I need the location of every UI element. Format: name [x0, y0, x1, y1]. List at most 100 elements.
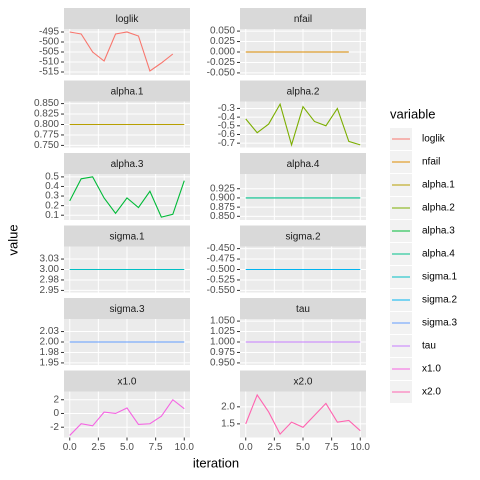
strip-label: tau [296, 304, 310, 315]
strip [240, 225, 366, 247]
x-axis-title: iteration [193, 455, 239, 470]
strip [240, 8, 366, 29]
x-tick-label: 10.0 [175, 442, 195, 453]
y-tick-label: 0.950 [210, 358, 235, 369]
x-tick-label: 0.0 [239, 442, 253, 453]
strip-label: x1.0 [118, 377, 137, 388]
y-tick-label: -0.475 [207, 254, 236, 265]
y-tick-label: -0.7 [218, 138, 236, 149]
strip-label: alpha.1 [111, 87, 144, 98]
strip-label: nfail [294, 14, 312, 25]
y-tick-label: 0.800 [34, 119, 59, 130]
legend-label: loglik [422, 134, 446, 145]
y-tick-label: -510 [39, 57, 59, 68]
legend-label: sigma.3 [422, 318, 457, 329]
y-tick-label: 0.1 [45, 210, 59, 221]
y-tick-label: -0.6 [218, 129, 236, 140]
strip-label: sigma.3 [109, 304, 144, 315]
x-tick-label: 0.0 [63, 442, 77, 453]
y-tick-label: 0.775 [34, 130, 59, 141]
strip-label: loglik [116, 14, 140, 25]
y-tick-label: -0.025 [207, 57, 236, 68]
y-tick-label: 3.00 [40, 264, 60, 275]
legend-label: alpha.2 [422, 203, 455, 214]
x-tick-label: 2.5 [267, 442, 281, 453]
y-tick-label: -0.500 [207, 264, 236, 275]
legend-label: sigma.2 [422, 295, 457, 306]
legend-label: tau [422, 341, 436, 352]
y-tick-label: -0.4 [218, 112, 236, 123]
y-tick-label: -2 [50, 422, 59, 433]
x-tick-label: 2.5 [91, 442, 105, 453]
y-tick-label: 2.03 [40, 326, 60, 337]
y-tick-label: 0.900 [210, 193, 235, 204]
y-axis-title: value [5, 224, 20, 255]
legend-label: alpha.3 [422, 226, 455, 237]
y-tick-label: 0.3 [45, 191, 59, 202]
y-tick-label: 2.0 [221, 401, 235, 412]
x-tick-label: 7.5 [149, 442, 163, 453]
x-tick-label: 7.5 [325, 442, 339, 453]
y-tick-label: 1.98 [40, 347, 60, 358]
y-tick-label: 0.000 [210, 47, 235, 58]
x-tick-label: 5.0 [120, 442, 134, 453]
strip-label: sigma.2 [285, 232, 320, 243]
line [245, 393, 361, 436]
legend-title: variable [390, 106, 436, 121]
y-tick-label: 0.750 [34, 140, 59, 151]
legend-label: sigma.1 [422, 272, 457, 283]
y-tick-label: 0.5 [45, 172, 59, 183]
y-tick-label: 2.98 [40, 275, 60, 286]
strip [240, 153, 366, 174]
strip [240, 80, 366, 102]
y-tick-label: -0.5 [218, 120, 236, 131]
strip-label: alpha.3 [111, 159, 144, 170]
y-tick-label: 1.5 [221, 419, 235, 430]
strip [240, 298, 366, 319]
y-tick-label: -0.450 [207, 243, 236, 254]
strip [240, 370, 366, 392]
y-tick-label: -515 [39, 67, 59, 78]
strip [64, 370, 190, 392]
y-tick-label: 0.4 [45, 181, 59, 192]
strip-label: alpha.4 [287, 159, 320, 170]
strip [64, 80, 190, 102]
strip [64, 153, 190, 174]
legend-label: nfail [422, 157, 440, 168]
line [245, 102, 361, 147]
y-tick-label: -0.550 [207, 285, 236, 296]
y-tick-label: 0.875 [210, 202, 235, 213]
strip-label: alpha.2 [287, 87, 320, 98]
line [69, 176, 185, 218]
legend-label: alpha.4 [422, 249, 455, 260]
strip-label: x2.0 [294, 377, 313, 388]
y-tick-label: 0.925 [210, 183, 235, 194]
y-tick-label: 0 [53, 408, 59, 419]
legend-label: x1.0 [422, 364, 441, 375]
y-tick-label: -495 [39, 27, 59, 38]
y-tick-label: 0.2 [45, 200, 59, 211]
x-tick-label: 5.0 [296, 442, 310, 453]
line [69, 398, 185, 436]
y-tick-label: 0.025 [210, 36, 235, 47]
y-tick-label: 1.000 [210, 337, 235, 348]
y-tick-label: 0.850 [210, 211, 235, 222]
y-tick-label: 2.95 [40, 285, 60, 296]
line [69, 31, 174, 72]
y-tick-label: 1.025 [210, 326, 235, 337]
y-tick-label: -500 [39, 37, 59, 48]
legend-label: alpha.1 [422, 180, 455, 191]
strip [64, 225, 190, 247]
strip [64, 8, 190, 29]
y-tick-label: -0.525 [207, 275, 236, 286]
y-tick-label: -505 [39, 47, 59, 58]
x-tick-label: 10.0 [351, 442, 371, 453]
y-tick-label: 0.050 [210, 26, 235, 37]
y-tick-label: 0.975 [210, 347, 235, 358]
y-tick-label: 1.050 [210, 316, 235, 327]
y-tick-label: 2 [53, 394, 59, 405]
legend-label: x2.0 [422, 387, 441, 398]
y-tick-label: 2.00 [40, 337, 60, 348]
y-tick-label: -0.3 [218, 103, 236, 114]
